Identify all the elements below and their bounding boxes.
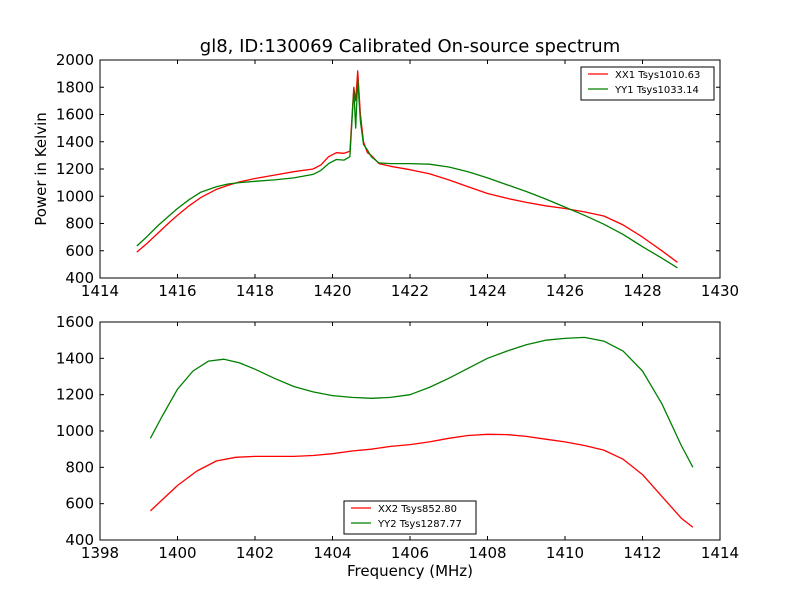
x-tick-label: 1410 (546, 544, 584, 562)
plot-frame (99, 321, 721, 541)
legend-label-yy2: YY2 Tsys1287.77 (377, 519, 462, 530)
y-tick-label: 400 (65, 531, 94, 549)
legend-label-xx1: XX1 Tsys1010.63 (615, 70, 700, 81)
x-tick-label: 1424 (468, 282, 506, 300)
x-tick-label: 1412 (623, 544, 661, 562)
tick-group: 1398 1400 1402 1404 1406 1408 1410 1412 1414 400 6… (56, 313, 739, 562)
series-line-xx2 (149, 433, 694, 528)
y-tick-label: 1800 (56, 78, 94, 96)
x-tick-label: 1402 (236, 544, 274, 562)
x-tick-label: 1416 (158, 282, 196, 300)
x-tick-label: 1398 (81, 544, 119, 562)
x-tick-label: 1428 (623, 282, 661, 300)
x-tick-label: 1418 (236, 282, 274, 300)
y-tick-label: 800 (65, 215, 94, 233)
series-group (136, 70, 678, 269)
y-tick-label: 400 (65, 269, 94, 287)
legend: XX1 Tsys1010.63 YY1 Tsys1033.14 (580, 66, 715, 101)
y-tick-label: 1600 (56, 313, 94, 331)
x-tick-label: 1408 (468, 544, 506, 562)
legend-box (580, 66, 715, 101)
x-tick-label: 1422 (391, 282, 429, 300)
x-tick-label: 1400 (158, 544, 196, 562)
x-tick-label: 1430 (701, 282, 739, 300)
y-tick-label: 1600 (56, 106, 94, 124)
y-tick-label: 1000 (56, 422, 94, 440)
legend: XX2 Tsys852.80 YY2 Tsys1287.77 (343, 500, 477, 535)
y-tick-label: 600 (65, 242, 94, 260)
y-tick-label: 1400 (56, 349, 94, 367)
bottom-chart: Frequency (MHz) 1398 1400 1402 1404 1406 1408… (56, 313, 739, 580)
y-tick-label: 1400 (56, 133, 94, 151)
y-axis-label: Power in Kelvin (32, 112, 50, 226)
x-axis-label: Frequency (MHz) (347, 562, 473, 580)
x-tick-label: 1426 (546, 282, 584, 300)
y-tick-label: 600 (65, 495, 94, 513)
tick-group: 1414 1416 1418 1420 1422 1424 1426 1428 1430 400 6… (56, 51, 739, 300)
x-tick-label: 1414 (81, 282, 119, 300)
series-line-xx1 (136, 70, 678, 263)
series-group (149, 336, 694, 528)
y-tick-label: 1200 (56, 160, 94, 178)
y-tick-label: 1200 (56, 386, 94, 404)
y-tick-label: 2000 (56, 51, 94, 69)
x-tick-label: 1420 (313, 282, 351, 300)
series-line-yy1 (136, 78, 678, 269)
chart-title: gl8, ID:130069 Calibrated On-source spec… (200, 36, 620, 57)
x-tick-label: 1404 (313, 544, 351, 562)
series-line-yy2 (149, 336, 694, 468)
x-tick-label: 1414 (701, 544, 739, 562)
plot-frame (99, 59, 721, 279)
legend-label-yy1: YY1 Tsys1033.14 (614, 85, 699, 96)
legend-label-xx2: XX2 Tsys852.80 (378, 504, 457, 515)
top-chart: gl8, ID:130069 Calibrated On-source spec… (32, 36, 739, 300)
y-tick-label: 1000 (56, 187, 94, 205)
x-tick-label: 1406 (391, 544, 429, 562)
legend-box (343, 500, 477, 535)
y-tick-label: 800 (65, 458, 94, 476)
